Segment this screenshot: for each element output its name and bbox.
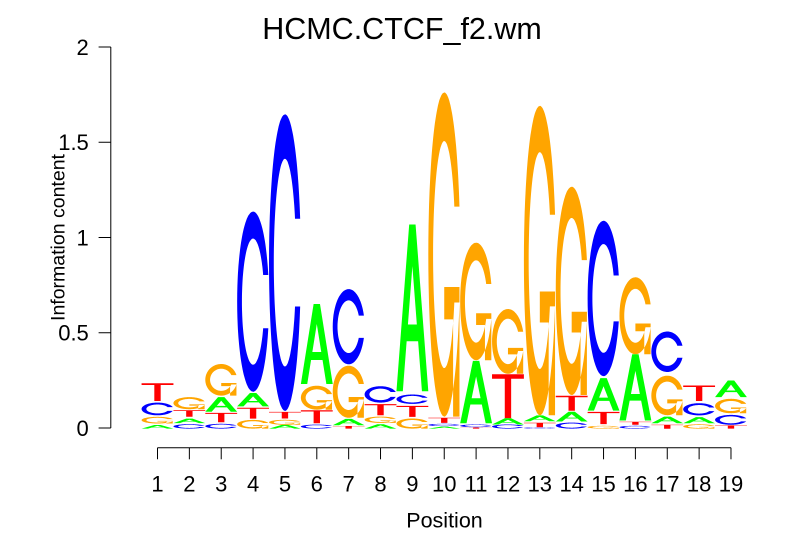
svg-text:10: 10 bbox=[432, 472, 456, 497]
svg-text:16: 16 bbox=[623, 472, 647, 497]
svg-text:0.5: 0.5 bbox=[58, 321, 89, 346]
svg-text:7: 7 bbox=[343, 472, 355, 497]
svg-text:HCMC.CTCF_f2.wm: HCMC.CTCF_f2.wm bbox=[262, 12, 542, 46]
svg-text:Position: Position bbox=[406, 509, 483, 533]
svg-text:8: 8 bbox=[374, 472, 386, 497]
svg-text:6: 6 bbox=[311, 472, 323, 497]
svg-text:14: 14 bbox=[559, 472, 583, 497]
svg-text:19: 19 bbox=[719, 472, 743, 497]
svg-text:12: 12 bbox=[496, 472, 520, 497]
svg-text:17: 17 bbox=[655, 472, 679, 497]
svg-text:18: 18 bbox=[687, 472, 711, 497]
svg-text:4: 4 bbox=[247, 472, 259, 497]
svg-text:15: 15 bbox=[591, 472, 615, 497]
svg-text:1.5: 1.5 bbox=[58, 130, 89, 155]
svg-text:1: 1 bbox=[77, 225, 89, 250]
svg-text:5: 5 bbox=[279, 472, 291, 497]
svg-text:2: 2 bbox=[77, 35, 89, 60]
svg-text:3: 3 bbox=[215, 472, 227, 497]
svg-text:1: 1 bbox=[151, 472, 163, 497]
svg-text:9: 9 bbox=[406, 472, 418, 497]
svg-text:13: 13 bbox=[528, 472, 552, 497]
svg-text:11: 11 bbox=[465, 472, 488, 497]
svg-text:2: 2 bbox=[183, 472, 195, 497]
svg-text:0: 0 bbox=[77, 416, 89, 441]
svg-text:Information content: Information content bbox=[48, 153, 70, 321]
